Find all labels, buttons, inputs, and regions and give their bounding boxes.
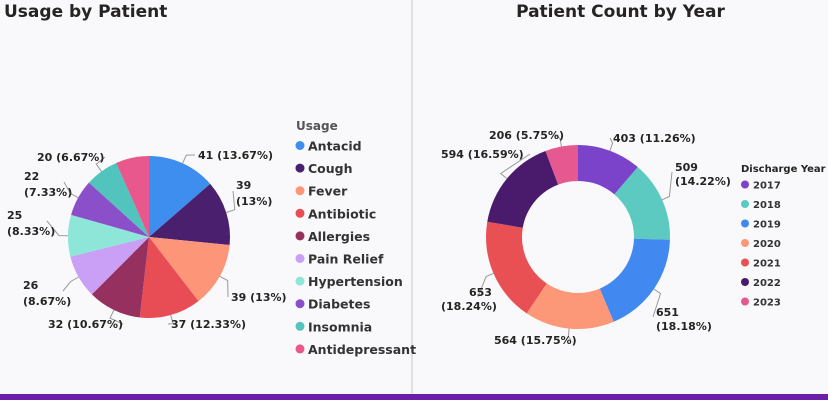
- donut-legend-item-2021[interactable]: 2021: [753, 259, 781, 270]
- donut-leader-2021: [477, 272, 494, 298]
- pie-data-label-insomnia: 20 (6.67%): [37, 151, 104, 164]
- pie-data-label-pct-diabetes: (7.33%): [24, 186, 72, 199]
- pie-data-label-pct-cough: (13%): [236, 195, 272, 208]
- donut-slice-2019[interactable]: [599, 238, 670, 322]
- pie-data-label-fever: 39 (13%): [231, 291, 287, 304]
- donut-legend-item-2020[interactable]: 2020: [753, 239, 781, 250]
- pie-leader-antacid: [182, 154, 196, 164]
- donut-leader-2017: [609, 137, 614, 151]
- donut-legend-item-2022[interactable]: 2022: [753, 278, 781, 289]
- donut-slice-2022[interactable]: [487, 150, 559, 228]
- pie-legend-item-allergies[interactable]: Allergies: [308, 229, 370, 244]
- donut-legend-marker-2022: [741, 278, 749, 286]
- donut-slice-2021[interactable]: [486, 221, 547, 314]
- pie-slice-fever[interactable]: [149, 237, 230, 302]
- donut-data-label-2017: 403 (11.26%): [613, 132, 696, 145]
- pie-leader-diabetes: [63, 181, 79, 199]
- pie-legend-item-antidepressant[interactable]: Antidepressant: [308, 342, 416, 357]
- pie-legend-item-pain-relief[interactable]: Pain Relief: [308, 252, 384, 267]
- pie-slice-insomnia[interactable]: [88, 162, 149, 237]
- pie-legend-item-antacid[interactable]: Antacid: [308, 139, 362, 154]
- pie-legend-marker-pain-relief: [295, 254, 305, 263]
- donut-data-label-pct-2018: (14.22%): [675, 175, 731, 188]
- pie-slice-antibiotic[interactable]: [139, 237, 199, 319]
- pie-data-label-antibiotic: 37 (12.33%): [171, 318, 246, 331]
- pie-slice-antidepressant[interactable]: [116, 156, 149, 237]
- donut-data-label-pct-2019: (18.18%): [656, 320, 712, 333]
- donut-leader-2019: [652, 288, 662, 318]
- donut-chart-title: Patient Count by Year: [516, 2, 725, 22]
- donut-data-label-value-2018: 509: [675, 161, 698, 174]
- pie-legend-item-insomnia[interactable]: Insomnia: [308, 319, 372, 334]
- donut-data-label-pct-2021: (18.24%): [441, 300, 497, 313]
- pie-slice-diabetes[interactable]: [71, 182, 149, 237]
- pie-slice-antacid[interactable]: [149, 156, 211, 237]
- pie-data-label-value-hypertension: 25: [7, 209, 22, 222]
- pie-legend-marker-allergies: [295, 231, 305, 241]
- donut-legend-marker-2023: [741, 297, 749, 306]
- pie-data-label-value-cough: 39: [236, 179, 251, 192]
- donut-slice-2018[interactable]: [614, 167, 671, 240]
- donut-legend-item-2017[interactable]: 2017: [753, 181, 781, 192]
- pie-data-label-value-pain-relief: 26: [23, 279, 39, 292]
- pie-slice-cough[interactable]: [149, 183, 230, 246]
- donut-legend-marker-2018: [741, 200, 749, 208]
- pie-legend-item-hypertension[interactable]: Hypertension: [308, 274, 403, 289]
- pie-data-label-allergies: 32 (10.67%): [48, 318, 123, 331]
- pie-legend-marker-fever: [295, 186, 305, 196]
- donut-data-label-2022: 594 (16.59%): [441, 148, 524, 161]
- pie-data-label-value-diabetes: 22: [24, 170, 39, 183]
- donut-data-label-2023: 206 (5.75%): [489, 129, 564, 142]
- pie-legend-title: Usage: [296, 119, 338, 133]
- pie-legend-marker-antidepressant: [295, 344, 305, 354]
- donut-slice-2023[interactable]: [545, 145, 578, 185]
- bottom-accent-bar: [0, 394, 828, 400]
- pie-legend-marker-antibiotic: [295, 208, 305, 218]
- pie-legend-marker-cough: [295, 163, 305, 173]
- pie-leader-hypertension: [46, 220, 69, 237]
- pie-leader-cough: [226, 190, 236, 213]
- pie-data-label-pct-pain-relief: (8.67%): [23, 295, 71, 308]
- donut-data-label-2020: 564 (15.75%): [494, 334, 577, 347]
- pie-slice-allergies[interactable]: [91, 237, 149, 318]
- panel-divider: [411, 0, 413, 400]
- pie-leader-fever: [219, 275, 229, 298]
- pie-data-label-pct-hypertension: (8.33%): [7, 225, 55, 238]
- donut-legend-item-2019[interactable]: 2019: [753, 220, 781, 231]
- donut-legend-marker-2019: [741, 219, 749, 228]
- pie-legend-marker-insomnia: [295, 321, 305, 331]
- pie-legend-marker-antacid: [295, 141, 305, 150]
- pie-leader-insomnia: [95, 156, 106, 172]
- donut-leader-2023: [554, 134, 562, 147]
- pie-legend-item-diabetes[interactable]: Diabetes: [308, 297, 370, 312]
- pie-leader-pain-relief: [62, 276, 79, 292]
- donut-legend-marker-2017: [741, 180, 749, 189]
- donut-legend-marker-2021: [741, 258, 749, 267]
- pie-legend-marker-hypertension: [295, 276, 305, 286]
- pie-slice-pain-relief[interactable]: [70, 237, 149, 295]
- donut-legend-marker-2020: [741, 239, 749, 247]
- pie-chart-title: Usage by Patient: [4, 2, 168, 22]
- donut-leader-2022: [499, 153, 531, 179]
- donut-legend-title: Discharge Year: [741, 164, 826, 175]
- pie-data-label-antacid: 41 (13.67%): [198, 149, 273, 162]
- pie-legend-marker-diabetes: [295, 299, 305, 309]
- pie-slice-hypertension[interactable]: [67, 214, 149, 257]
- pie-leader-allergies: [109, 309, 124, 325]
- donut-leader-2018: [661, 171, 673, 201]
- pie-leader-antibiotic: [167, 314, 174, 325]
- donut-slice-2017[interactable]: [578, 145, 638, 195]
- donut-leader-2020: [567, 328, 572, 341]
- pie-legend-item-fever[interactable]: Fever: [308, 184, 348, 199]
- donut-legend-item-2018[interactable]: 2018: [753, 200, 781, 211]
- pie-legend-item-cough[interactable]: Cough: [308, 161, 353, 176]
- donut-slice-2020[interactable]: [526, 283, 614, 329]
- donut-legend-item-2023[interactable]: 2023: [753, 298, 781, 309]
- donut-data-label-value-2021: 653: [469, 286, 492, 299]
- donut-data-label-value-2019: 651: [656, 306, 679, 319]
- pie-legend-item-antibiotic[interactable]: Antibiotic: [308, 206, 376, 221]
